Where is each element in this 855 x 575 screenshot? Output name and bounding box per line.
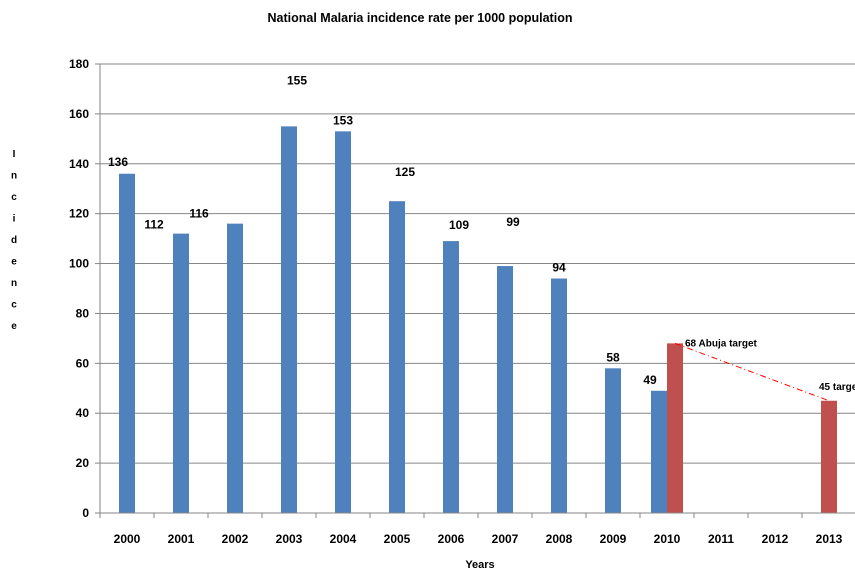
x-tick-label: 2007	[492, 532, 519, 546]
data-label: 153	[333, 113, 353, 127]
bar	[389, 201, 405, 513]
gridlines	[100, 63, 855, 464]
x-tick-label: 2002	[222, 532, 249, 546]
x-axis-ticks: 2000 2001 2002 2003 2004 2005 2006 2007 2008 2009…	[99, 513, 843, 546]
bar	[335, 131, 351, 513]
x-tick-label: 2006	[438, 532, 465, 546]
y-tick-label: 20	[76, 456, 90, 470]
bar	[651, 390, 667, 513]
target-trend-line	[674, 342, 830, 402]
data-label: 112	[144, 218, 164, 232]
x-tick-label: 2011	[708, 532, 734, 546]
y-axis-label-letter: e	[11, 257, 17, 268]
x-tick-label: 2003	[276, 532, 303, 546]
annotations	[674, 342, 830, 402]
x-tick-label: 2009	[600, 532, 627, 546]
y-tick-label: 100	[69, 257, 89, 271]
y-tick-label: 40	[76, 406, 90, 420]
y-axis-label-letter: n	[11, 278, 17, 289]
x-tick-label: 2013	[816, 532, 843, 546]
y-tick-label: 60	[76, 356, 90, 370]
x-tick-label: 2012	[762, 532, 789, 546]
data-label: 155	[287, 73, 307, 87]
x-tick-label: 2001	[168, 532, 195, 546]
y-tick-label: 140	[69, 157, 89, 171]
data-label: 125	[395, 165, 415, 179]
y-tick-label: 80	[76, 306, 90, 320]
bar	[497, 266, 513, 513]
data-label: 58	[606, 350, 620, 364]
y-axis-label-letter: i	[13, 214, 16, 225]
data-label: 99	[506, 215, 520, 229]
data-label: 49	[643, 373, 657, 387]
y-axis-label-letter: d	[11, 235, 17, 246]
data-label: 109	[449, 218, 469, 232]
y-axis-label-letter: I	[13, 149, 16, 160]
bar	[119, 173, 135, 513]
data-label: 68 Abuja target	[685, 338, 758, 349]
data-label: 45 targe	[819, 382, 855, 393]
data-label: 136	[108, 155, 128, 169]
y-axis-label-letter: e	[11, 321, 17, 332]
chart-title: National Malaria incidence rate per 1000…	[268, 11, 573, 25]
bar	[821, 400, 837, 513]
y-tick-label: 120	[69, 207, 89, 221]
bars	[119, 126, 837, 513]
bar	[551, 278, 567, 513]
bar	[281, 126, 297, 513]
x-tick-label: 2004	[330, 532, 357, 546]
x-axis-label: Years	[465, 559, 494, 571]
y-axis-ticks: 0 20 40 60 80 100 120 140 160 180	[69, 57, 100, 520]
bar	[605, 368, 621, 513]
bar	[443, 241, 459, 513]
x-tick-label: 2008	[546, 532, 573, 546]
x-tick-label: 2005	[384, 532, 411, 546]
y-axis-label-letter: c	[11, 192, 17, 203]
y-axis-label-letter: c	[11, 300, 17, 311]
y-tick-label: 160	[69, 107, 89, 121]
y-tick-label: 0	[82, 506, 89, 520]
bar	[667, 343, 683, 513]
data-label: 116	[189, 207, 209, 221]
data-label: 94	[552, 261, 566, 275]
data-labels: 136 112 116 155 153 125 109 99 94 58 49 68 Abuja ta…	[108, 73, 855, 392]
bar	[173, 233, 189, 513]
y-axis-label-letter: n	[11, 171, 17, 182]
x-tick-label: 2000	[114, 532, 141, 546]
x-tick-label: 2010	[654, 532, 681, 546]
y-tick-label: 180	[69, 57, 89, 71]
bar	[227, 223, 243, 513]
